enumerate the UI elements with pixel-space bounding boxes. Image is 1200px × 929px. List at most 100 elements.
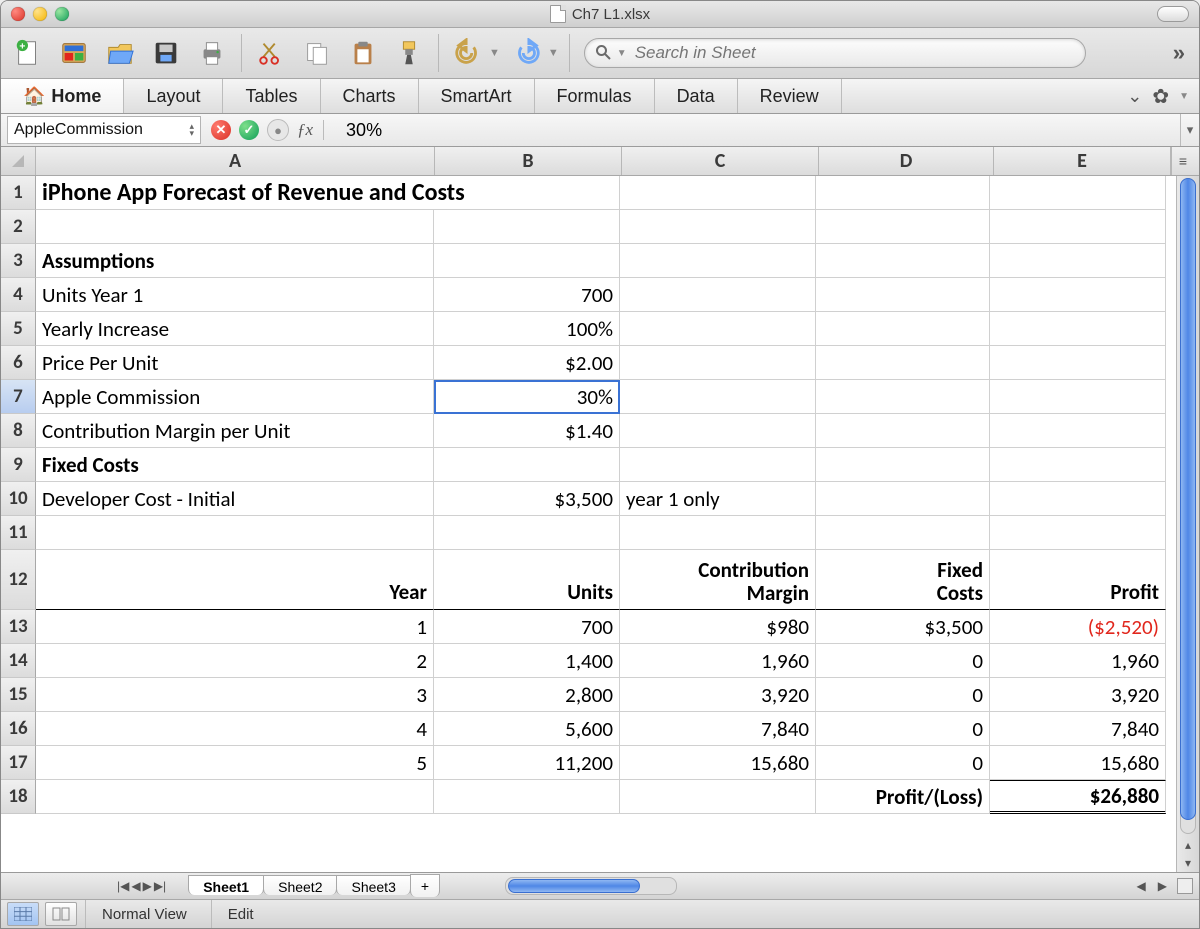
- cell-D16[interactable]: 0: [816, 712, 990, 746]
- redo-dropdown-icon[interactable]: ▼: [548, 47, 559, 59]
- settings-dropdown-icon[interactable]: ▼: [1179, 91, 1189, 102]
- cell-B6[interactable]: $2.00: [434, 346, 620, 380]
- row-header-16[interactable]: 16: [1, 712, 36, 746]
- ribbon-collapse-button[interactable]: ⌄: [1127, 86, 1142, 107]
- cell-E7[interactable]: [990, 380, 1166, 414]
- vertical-scrollbar[interactable]: ▴ ▾: [1176, 176, 1199, 872]
- cell-A18[interactable]: [36, 780, 434, 814]
- cell-D4[interactable]: [816, 278, 990, 312]
- row-header-17[interactable]: 17: [1, 746, 36, 780]
- tab-formulas[interactable]: Formulas: [535, 79, 655, 113]
- cell-A17[interactable]: 5: [36, 746, 434, 780]
- format-painter-button[interactable]: [390, 34, 428, 72]
- row-header-3[interactable]: 3: [1, 244, 36, 278]
- row-header-11[interactable]: 11: [1, 516, 36, 550]
- undo-dropdown-icon[interactable]: ▼: [489, 47, 500, 59]
- column-header-A[interactable]: A: [36, 147, 435, 175]
- cell-C18[interactable]: [620, 780, 816, 814]
- cell-A2[interactable]: [36, 210, 434, 244]
- cell-D15[interactable]: 0: [816, 678, 990, 712]
- cell-D2[interactable]: [816, 210, 990, 244]
- cell-A3[interactable]: Assumptions: [36, 244, 434, 278]
- print-button[interactable]: [193, 34, 231, 72]
- tab-layout[interactable]: Layout: [124, 79, 223, 113]
- cell-B4[interactable]: 700: [434, 278, 620, 312]
- cell-B7[interactable]: 30%: [434, 380, 620, 414]
- cell-E13[interactable]: ($2,520): [990, 610, 1166, 644]
- cell-E14[interactable]: 1,960: [990, 644, 1166, 678]
- cell-A6[interactable]: Price Per Unit: [36, 346, 434, 380]
- cell-A7[interactable]: Apple Commission: [36, 380, 434, 414]
- undo-button[interactable]: [449, 34, 487, 72]
- cell-E17[interactable]: 15,680: [990, 746, 1166, 780]
- add-sheet-button[interactable]: +: [410, 874, 440, 897]
- toolbar-overflow-button[interactable]: »: [1173, 40, 1191, 66]
- cell-E18[interactable]: $26,880: [990, 780, 1166, 814]
- cell-C14[interactable]: 1,960: [620, 644, 816, 678]
- cell-E12[interactable]: Profit: [990, 550, 1166, 610]
- cell-B15[interactable]: 2,800: [434, 678, 620, 712]
- tab-home[interactable]: 🏠Home: [1, 79, 124, 113]
- cell-A8[interactable]: Contribution Margin per Unit: [36, 414, 434, 448]
- cell-E8[interactable]: [990, 414, 1166, 448]
- select-all-button[interactable]: [1, 147, 36, 175]
- cut-button[interactable]: [252, 34, 290, 72]
- tab-tables[interactable]: Tables: [223, 79, 320, 113]
- cell-B14[interactable]: 1,400: [434, 644, 620, 678]
- cell-D6[interactable]: [816, 346, 990, 380]
- cell-A9[interactable]: Fixed Costs: [36, 448, 434, 482]
- redo-button[interactable]: [508, 34, 546, 72]
- cell-B3[interactable]: [434, 244, 620, 278]
- cell-A16[interactable]: 4: [36, 712, 434, 746]
- formula-expand-button[interactable]: ▾: [1180, 114, 1199, 146]
- sheet-nav-first[interactable]: |◀: [117, 879, 129, 893]
- cell-C15[interactable]: 3,920: [620, 678, 816, 712]
- row-header-8[interactable]: 8: [1, 414, 36, 448]
- cell-C13[interactable]: $980: [620, 610, 816, 644]
- row-header-10[interactable]: 10: [1, 482, 36, 516]
- cell-D18[interactable]: Profit/(Loss): [816, 780, 990, 814]
- open-button[interactable]: [101, 34, 139, 72]
- column-header-C[interactable]: C: [622, 147, 819, 175]
- name-box[interactable]: AppleCommission ▴▾: [7, 116, 201, 144]
- row-header-13[interactable]: 13: [1, 610, 36, 644]
- cell-E15[interactable]: 3,920: [990, 678, 1166, 712]
- tab-smartart[interactable]: SmartArt: [419, 79, 535, 113]
- cell-C5[interactable]: [620, 312, 816, 346]
- cell-A12[interactable]: Year: [36, 550, 434, 610]
- tab-data[interactable]: Data: [655, 79, 738, 113]
- vscroll-thumb[interactable]: [1180, 178, 1196, 820]
- cell-B9[interactable]: [434, 448, 620, 482]
- cell-C16[interactable]: 7,840: [620, 712, 816, 746]
- cell-A1[interactable]: iPhone App Forecast of Revenue and Costs: [36, 176, 620, 210]
- cell-E11[interactable]: [990, 516, 1166, 550]
- cell-D8[interactable]: [816, 414, 990, 448]
- column-header-E[interactable]: E: [994, 147, 1171, 175]
- cell-A5[interactable]: Yearly Increase: [36, 312, 434, 346]
- cell-B5[interactable]: 100%: [434, 312, 620, 346]
- row-header-4[interactable]: 4: [1, 278, 36, 312]
- templates-button[interactable]: [55, 34, 93, 72]
- row-header-2[interactable]: 2: [1, 210, 36, 244]
- row-header-1[interactable]: 1: [1, 176, 36, 210]
- cell-C8[interactable]: [620, 414, 816, 448]
- name-box-stepper[interactable]: ▴▾: [189, 123, 194, 137]
- cell-C3[interactable]: [620, 244, 816, 278]
- cell-B13[interactable]: 700: [434, 610, 620, 644]
- column-header-B[interactable]: B: [435, 147, 622, 175]
- save-button[interactable]: [147, 34, 185, 72]
- new-workbook-button[interactable]: +: [9, 34, 47, 72]
- search-field[interactable]: ▼: [584, 38, 1086, 68]
- close-window-button[interactable]: [11, 7, 25, 21]
- enter-button[interactable]: ✓: [239, 120, 259, 140]
- row-header-14[interactable]: 14: [1, 644, 36, 678]
- cell-B8[interactable]: $1.40: [434, 414, 620, 448]
- cell-E4[interactable]: [990, 278, 1166, 312]
- paste-button[interactable]: [344, 34, 382, 72]
- copy-button[interactable]: [298, 34, 336, 72]
- cell-D11[interactable]: [816, 516, 990, 550]
- ribbon-settings-button[interactable]: ✿: [1152, 84, 1169, 109]
- vscroll-up-button[interactable]: ▴: [1177, 836, 1199, 854]
- zoom-window-button[interactable]: [55, 7, 69, 21]
- hscroll-right-button[interactable]: ▶: [1154, 879, 1171, 893]
